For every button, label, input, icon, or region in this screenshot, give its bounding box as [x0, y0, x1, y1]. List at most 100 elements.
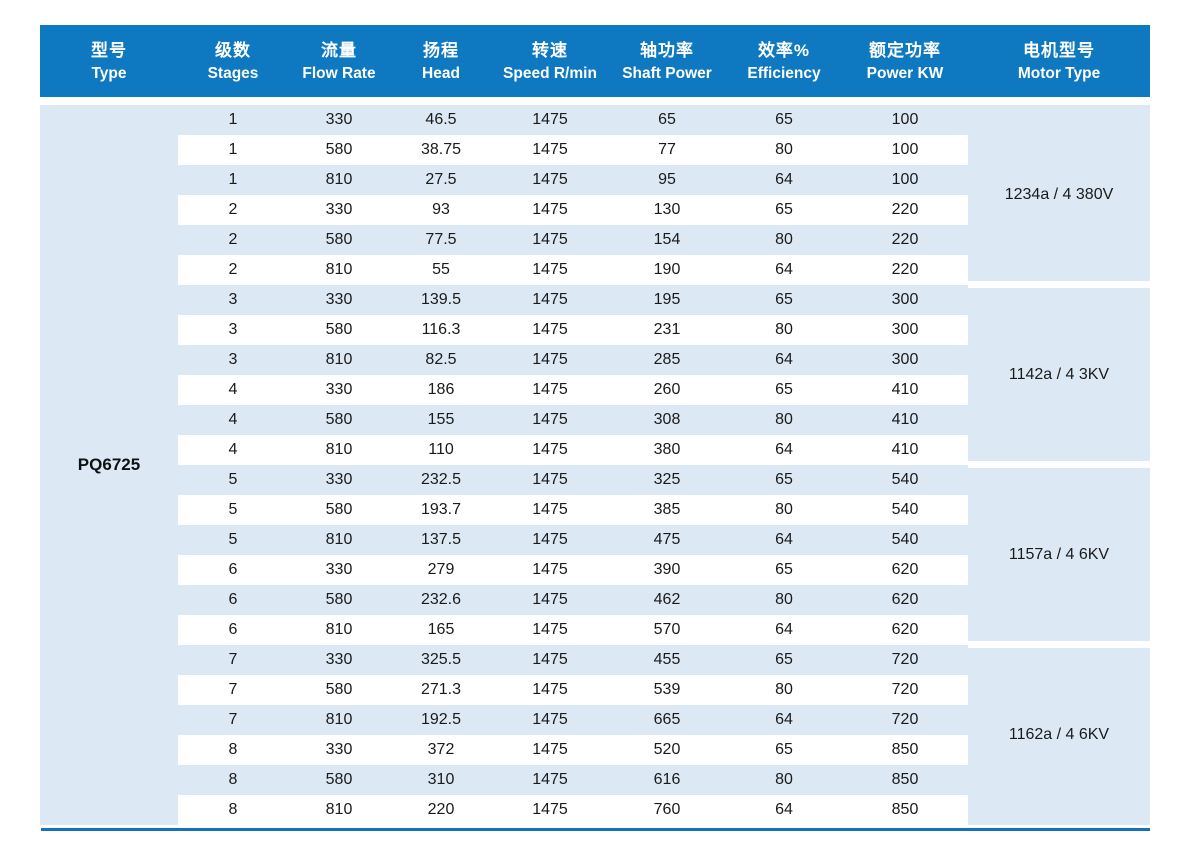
row-data-strip: 7 330 325.5 1475 455 65 720	[178, 645, 968, 675]
table-cell: 271.3	[420, 681, 462, 698]
column-header-type-zh: 型号	[91, 40, 127, 60]
table-cell: 139.5	[420, 291, 462, 308]
table-row: 3 580 116.3 1475 231 80 300	[40, 315, 1150, 345]
table-cell: 520	[653, 741, 681, 758]
column-header-flow-rate-zh: 流量	[321, 40, 357, 60]
table-cell: 330	[325, 291, 353, 308]
table-cell: 580	[325, 591, 353, 608]
table-cell: 325	[653, 471, 681, 488]
table-cell: 539	[653, 681, 681, 698]
table-row: 7 580 271.3 1475 539 80 720	[40, 675, 1150, 705]
table-cell: 220	[891, 201, 919, 218]
table-cell: 80	[775, 591, 793, 608]
table-cell: 1475	[532, 441, 568, 458]
table-cell: 3	[228, 291, 238, 308]
column-header-speed: 转速 Speed R/min	[492, 39, 608, 84]
table-cell: 540	[891, 501, 919, 518]
table-cell: 4	[228, 411, 238, 428]
table-cell: 64	[775, 261, 793, 278]
row-data-strip: 8 580 310 1475 616 80 850	[178, 765, 968, 795]
column-header-head-en: Head	[422, 64, 460, 82]
row-data-strip: 2 330 93 1475 130 65 220	[178, 195, 968, 225]
table-cell: 720	[891, 681, 919, 698]
table-cell: 8	[228, 741, 238, 758]
table-cell: 616	[653, 771, 681, 788]
table-cell: 810	[325, 801, 353, 818]
table-row: 7 330 325.5 1475 455 65 720	[40, 645, 1150, 675]
table-cell: 620	[891, 561, 919, 578]
table-cell: 65	[775, 651, 793, 668]
table-cell: 372	[427, 741, 455, 758]
table-cell: 475	[653, 531, 681, 548]
table-cell: 80	[775, 771, 793, 788]
table-cell: 1475	[532, 651, 568, 668]
table-cell: 330	[325, 561, 353, 578]
table-cell: 1475	[532, 501, 568, 518]
table-cell: 80	[775, 501, 793, 518]
row-data-strip: 1 580 38.75 1475 77 80 100	[178, 135, 968, 165]
table-cell: 1475	[532, 741, 568, 758]
table-cell: 330	[325, 111, 353, 128]
table-cell: 137.5	[420, 531, 462, 548]
table-cell: 220	[427, 801, 455, 818]
table-row: 4 580 155 1475 308 80 410	[40, 405, 1150, 435]
table-cell: 1475	[532, 801, 568, 818]
table-cell: 3	[228, 321, 238, 338]
table-cell: 330	[325, 201, 353, 218]
row-data-strip: 3 330 139.5 1475 195 65 300	[178, 285, 968, 315]
table-cell: 1475	[532, 351, 568, 368]
table-cell: 64	[775, 801, 793, 818]
table-cell: 3	[228, 351, 238, 368]
table-cell: 220	[891, 231, 919, 248]
table-cell: 155	[427, 411, 455, 428]
table-cell: 279	[427, 561, 455, 578]
row-data-strip: 1 810 27.5 1475 95 64 100	[178, 165, 968, 195]
table-cell: 65	[658, 111, 676, 128]
row-data-strip: 5 330 232.5 1475 325 65 540	[178, 465, 968, 495]
column-header-shaft-power-zh: 轴功率	[640, 40, 694, 60]
table-cell: 580	[325, 681, 353, 698]
row-data-strip: 6 580 232.6 1475 462 80 620	[178, 585, 968, 615]
table-cell: 580	[325, 411, 353, 428]
table-cell: 1475	[532, 681, 568, 698]
table-cell: 116.3	[421, 321, 461, 338]
table-cell: 1475	[532, 561, 568, 578]
table-cell: 1475	[532, 711, 568, 728]
motor-type-cell: 1162a / 4 6KV	[1008, 726, 1110, 743]
table-cell: 232.5	[420, 471, 462, 488]
table-row: 8 330 372 1475 520 65 850	[40, 735, 1150, 765]
table-cell: 64	[775, 711, 793, 728]
table-row: 3 810 82.5 1475 285 64 300	[40, 345, 1150, 375]
table-row: 6 330 279 1475 390 65 620	[40, 555, 1150, 585]
column-header-shaft-power-en: Shaft Power	[622, 64, 712, 82]
table-cell: 220	[891, 261, 919, 278]
table-cell: 95	[658, 171, 676, 188]
table-cell: 2	[228, 231, 238, 248]
table-cell: 300	[891, 351, 919, 368]
table-cell: 231	[653, 321, 681, 338]
table-cell: 130	[653, 201, 681, 218]
motor-group-divider	[968, 281, 1150, 288]
table-cell: 330	[325, 471, 353, 488]
table-row: 4 810 110 1475 380 64 410	[40, 435, 1150, 465]
table-cell: 810	[325, 621, 353, 638]
table-cell: 330	[325, 651, 353, 668]
table-cell: 77	[658, 141, 676, 158]
pump-type-cell: PQ6725	[77, 455, 141, 474]
table-cell: 1475	[532, 621, 568, 638]
table-cell: 38.75	[420, 141, 462, 158]
table-cell: 1475	[532, 321, 568, 338]
table-cell: 7	[228, 651, 238, 668]
column-header-stages-en: Stages	[207, 64, 259, 82]
table-cell: 195	[653, 291, 681, 308]
table-cell: 165	[427, 621, 455, 638]
column-header-efficiency-zh: 效率%	[757, 40, 811, 60]
row-data-strip: 2 580 77.5 1475 154 80 220	[178, 225, 968, 255]
table-cell: 1475	[532, 471, 568, 488]
table-cell: 310	[427, 771, 455, 788]
table-row: 6 810 165 1475 570 64 620	[40, 615, 1150, 645]
table-cell: 810	[325, 711, 353, 728]
table-cell: 850	[891, 741, 919, 758]
table-row: 1 810 27.5 1475 95 64 100	[40, 165, 1150, 195]
table-cell: 64	[775, 171, 793, 188]
